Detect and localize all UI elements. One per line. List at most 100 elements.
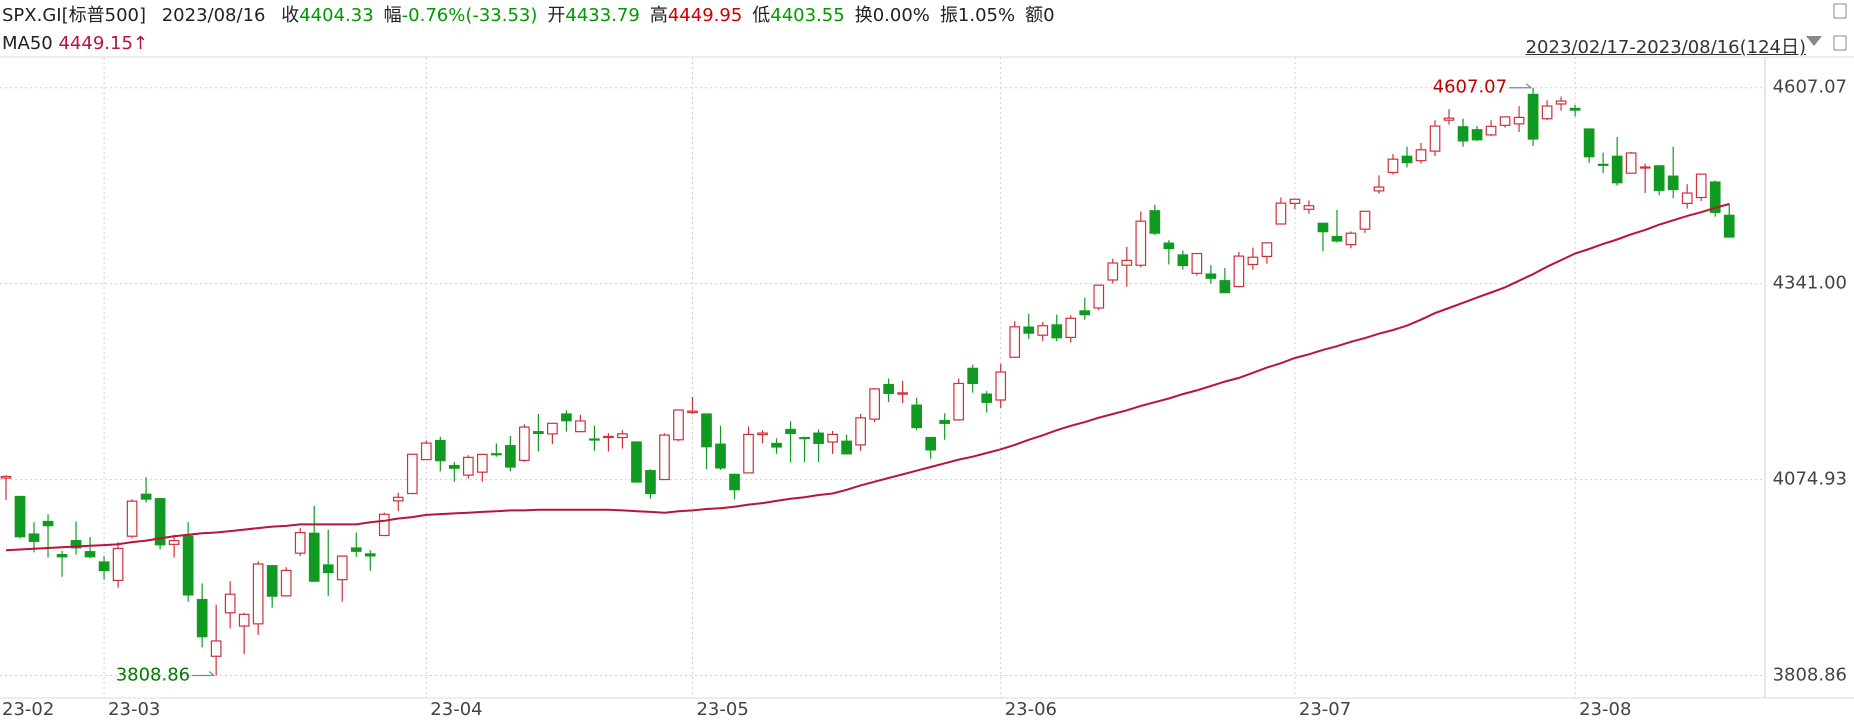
- candle-body: [1289, 198, 1301, 204]
- annotation-arrow: [192, 671, 215, 677]
- x-tick-label: 23-06: [1005, 699, 1057, 720]
- candle-body: [1681, 192, 1693, 204]
- candle-body: [1611, 155, 1623, 184]
- candle-body: [1191, 252, 1203, 274]
- field-value: 1.05%: [957, 5, 1016, 26]
- candle-body: [1415, 149, 1427, 162]
- candle-body: [687, 410, 698, 414]
- candle-body: [1163, 242, 1175, 250]
- candle-body: [589, 438, 600, 441]
- candle-body: [1373, 186, 1385, 192]
- candle-body: [491, 453, 502, 456]
- candle-body: [266, 565, 278, 597]
- candle-body: [308, 532, 320, 582]
- candle-body: [1541, 105, 1553, 120]
- candle-body: [1275, 202, 1287, 225]
- candle-body: [434, 439, 446, 462]
- y-tick-label: 4074.93: [1773, 469, 1847, 490]
- field-value: 4403.55: [770, 5, 845, 26]
- candle-body: [1205, 273, 1217, 279]
- candle-body: [1387, 158, 1399, 174]
- candle-body: [294, 532, 306, 554]
- ma-header: MA50 4449.15↑: [2, 33, 148, 54]
- field-key: 低: [752, 5, 771, 26]
- candle-body: [967, 367, 979, 385]
- candle-body: [575, 420, 586, 433]
- candle-body: [855, 417, 866, 446]
- field-value: -0.76%(-33.53): [401, 5, 538, 26]
- candle-body: [645, 470, 656, 495]
- candle-body: [813, 432, 824, 444]
- candle-body: [1583, 128, 1595, 158]
- candle-body: [1219, 280, 1231, 294]
- candle-body: [84, 551, 96, 558]
- candle-body: [1597, 163, 1609, 166]
- candle-body: [631, 441, 642, 483]
- candle-body: [1709, 181, 1721, 213]
- candle-body: [392, 496, 404, 502]
- candle-body: [336, 555, 348, 581]
- candle-body: [1401, 155, 1413, 164]
- date-range[interactable]: 2023/02/17-2023/08/16(124日): [1525, 37, 1806, 58]
- candle-body: [519, 426, 530, 461]
- x-tick-label: 23-08: [1579, 699, 1631, 720]
- annotation-arrow: [1509, 83, 1532, 89]
- candle-body: [56, 554, 68, 558]
- candle-body: [1443, 117, 1455, 121]
- candle-body: [140, 493, 152, 500]
- panel-icon[interactable]: [1833, 35, 1847, 51]
- symbol: SPX.GI[标普500]: [2, 5, 146, 26]
- candle-body: [448, 464, 460, 469]
- candle-body: [505, 445, 516, 468]
- candle-body: [14, 495, 26, 538]
- x-tick-label: 23-03: [108, 699, 160, 720]
- candle-body: [28, 533, 40, 542]
- candle-body: [1135, 220, 1147, 266]
- candle-body: [462, 456, 474, 476]
- candle-body: [1667, 175, 1679, 191]
- candle-body: [1359, 210, 1371, 230]
- candle-body: [981, 393, 993, 403]
- panel-icon[interactable]: [1833, 3, 1847, 19]
- annotation-label: 4607.07: [1433, 77, 1507, 98]
- candle-body: [729, 473, 740, 491]
- candle-body: [1331, 235, 1343, 242]
- field-key: 换: [854, 5, 873, 26]
- candle-body: [210, 640, 222, 657]
- candle-body: [182, 535, 194, 596]
- candle-body: [378, 513, 390, 537]
- candle-body: [841, 440, 852, 455]
- candle-body: [1625, 152, 1637, 174]
- candle-body: [1499, 116, 1511, 126]
- candle-body: [533, 431, 544, 434]
- date: 2023/08/16: [161, 5, 266, 26]
- candle-body: [1051, 324, 1063, 339]
- candle-body: [673, 409, 684, 441]
- candle-body: [322, 564, 334, 574]
- candle-body: [771, 442, 782, 448]
- candle-body: [252, 563, 264, 625]
- ma-name: MA50: [2, 33, 53, 54]
- candle-body: [168, 540, 180, 545]
- candle-body: [112, 547, 124, 582]
- candle-body: [715, 443, 726, 469]
- candle-body: [350, 547, 362, 552]
- candle-body: [743, 433, 754, 474]
- quote-header: SPX.GI[标普500] 2023/08/16 收4404.33 幅-0.76%…: [2, 1, 1065, 27]
- candle-body: [617, 433, 628, 439]
- y-tick-label: 3808.86: [1773, 664, 1847, 685]
- field-value: 0: [1043, 5, 1055, 26]
- field-key: 开: [547, 5, 566, 26]
- candle-body: [1079, 310, 1091, 316]
- candle-body: [1149, 210, 1161, 234]
- dropdown-icon[interactable]: [1806, 36, 1822, 46]
- field-value: 4433.79: [565, 5, 640, 26]
- x-tick-label: 23-07: [1299, 699, 1351, 720]
- candle-body: [1303, 205, 1315, 210]
- candle-body: [1023, 326, 1035, 334]
- candle-body: [911, 404, 923, 429]
- candle-body: [0, 475, 12, 479]
- candle-body: [98, 561, 110, 572]
